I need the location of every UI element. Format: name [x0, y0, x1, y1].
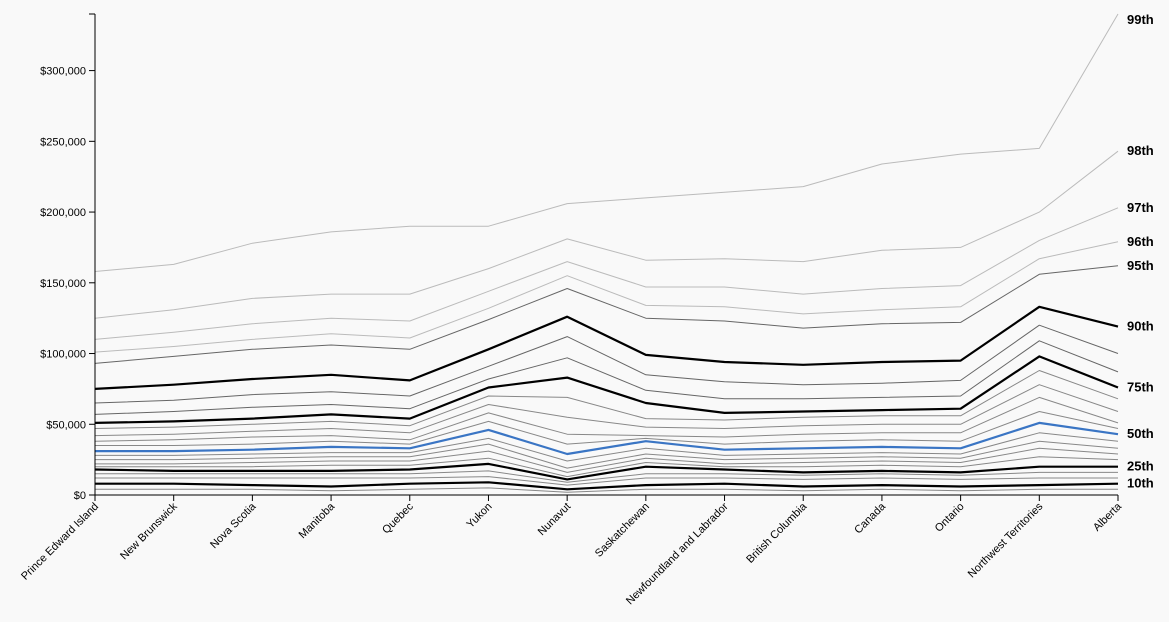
series-line-6 — [94, 324, 1119, 404]
x-axis: Prince Edward Island New Brunswick Nova Sc… — [19, 494, 1125, 607]
series-line-95th — [94, 265, 1119, 364]
x-tick-label: Yukon — [464, 501, 494, 531]
series-line-17 — [95, 456, 1119, 478]
series-line-22 — [95, 487, 1118, 493]
series-label-98th: 98th — [1127, 143, 1154, 158]
series-line-16 — [95, 447, 1119, 473]
series-line-20 — [95, 476, 1118, 486]
x-tick-label: Nova Scotia — [208, 500, 259, 551]
series-end-labels: 99th 98th 97th 96th 95th 90th 75th 50th 25th 10th — [1127, 12, 1154, 491]
series-label-99th: 99th — [1127, 12, 1154, 27]
series-line-11 — [94, 396, 1119, 442]
x-tick-label: Quebec — [380, 500, 416, 536]
x-tick-label: Alberta — [1091, 500, 1125, 534]
y-tick-label: $300,000 — [40, 66, 86, 78]
x-tick-label: New Brunswick — [118, 500, 180, 562]
series-lines — [94, 13, 1119, 493]
y-tick-label: $50,000 — [46, 419, 86, 431]
series-line-75th — [94, 355, 1119, 424]
series-line-25th — [94, 462, 1118, 481]
series-label-50th: 50th — [1127, 426, 1154, 441]
x-tick-label: Nunavut — [536, 501, 573, 538]
y-axis: $0 $50,000 $100,000 $150,000 $200,000 $250,00… — [40, 13, 96, 502]
x-tick-label: Manitoba — [297, 500, 338, 541]
x-tick-label: Ontario — [933, 501, 967, 535]
y-tick-label: $250,000 — [40, 136, 86, 148]
series-label-97th: 97th — [1127, 200, 1154, 215]
series-line-98th — [94, 150, 1119, 319]
series-line-19 — [95, 470, 1118, 483]
series-line-99th — [94, 13, 1119, 272]
series-line-10th — [95, 481, 1119, 491]
series-label-25th: 25th — [1127, 459, 1154, 474]
x-tick-label: British Columbia — [744, 500, 810, 566]
series-label-95th: 95th — [1127, 258, 1154, 273]
series-line-97th — [94, 207, 1119, 340]
series-line-96th — [94, 241, 1119, 353]
x-tick-label: Prince Edward Island — [19, 501, 101, 583]
y-tick-label: $150,000 — [40, 278, 86, 290]
y-tick-label: $0 — [74, 490, 86, 502]
series-line-90th — [94, 305, 1119, 390]
x-tick-label: Saskatchewan — [593, 501, 652, 560]
series-line-15 — [95, 440, 1119, 469]
y-tick-label: $200,000 — [40, 207, 86, 219]
series-line-10 — [94, 384, 1119, 437]
y-tick-label: $100,000 — [40, 349, 86, 361]
series-label-75th: 75th — [1127, 379, 1154, 394]
series-label-96th: 96th — [1127, 234, 1154, 249]
series-line-8 — [94, 340, 1119, 415]
series-label-10th: 10th — [1127, 476, 1154, 491]
x-tick-label: Northwest Territories — [966, 500, 1046, 580]
series-line-9 — [94, 370, 1119, 429]
series-line-50th — [95, 421, 1119, 456]
series-line-14 — [95, 432, 1119, 462]
series-line-12 — [95, 411, 1119, 446]
series-label-90th: 90th — [1127, 319, 1154, 334]
x-tick-label: Canada — [852, 500, 888, 536]
